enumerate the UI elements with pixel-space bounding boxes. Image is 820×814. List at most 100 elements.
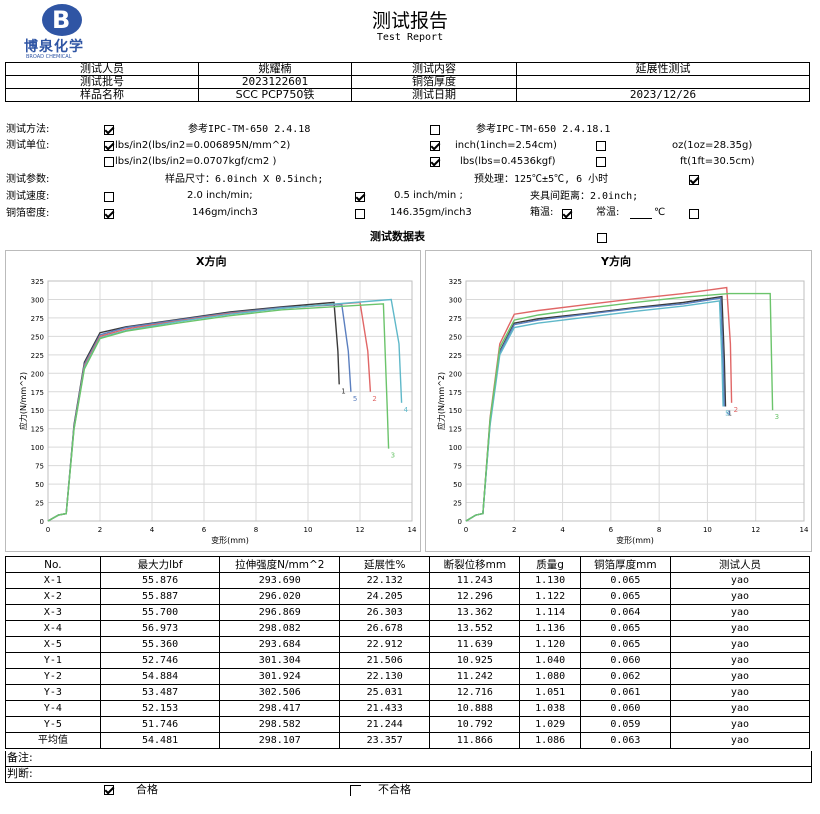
method-ref2-checkbox[interactable] [430, 125, 440, 135]
pretreat: 预处理：125℃±5℃, 6 小时 [474, 174, 609, 185]
x-tick-label: 14 [408, 526, 417, 534]
results-table: No. 最大力lbf 拉伸强度N/mm^2 延展性% 断裂位移mm 质量g 铜箔厚度mm 测试… [5, 556, 811, 749]
table-cell: 13.362 [429, 604, 521, 621]
table-cell: Y-4 [5, 700, 101, 717]
sample-value: SCC PCP750铁 [198, 88, 352, 102]
series-label: 2 [734, 406, 738, 414]
unit-lbs1-checkbox[interactable] [104, 141, 114, 151]
table-cell: 55.876 [99, 572, 221, 589]
table-cell: 1.122 [519, 588, 581, 605]
table-cell: 53.487 [99, 684, 221, 701]
table-cell: 298.417 [219, 700, 341, 717]
batch-value: 2023122601 [198, 75, 352, 89]
table-cell: 1.130 [519, 572, 581, 589]
y-tick-label: 25 [453, 500, 462, 508]
density1-checkbox[interactable] [104, 209, 114, 219]
content-value: 延展性测试 [516, 62, 810, 76]
table-cell: 55.887 [99, 588, 221, 605]
table-row: Y-1 52.746 301.304 21.506 10.925 1.040 0.060 ya… [5, 652, 811, 669]
unit-inch-checkbox[interactable] [430, 141, 440, 151]
speed1: 2.0 inch/min; [187, 190, 253, 201]
box-temp-checkbox[interactable] [562, 209, 572, 219]
method-ref1-checkbox[interactable] [104, 125, 114, 135]
table-cell: Y-5 [5, 716, 101, 733]
series-line-5 [47, 303, 352, 522]
x-tick-label: 6 [202, 526, 207, 534]
series-label: 2 [372, 395, 376, 403]
tester-label: 测试人员 [5, 62, 199, 76]
table-cell: 10.888 [429, 700, 521, 717]
table-row: X-3 55.700 296.869 26.303 13.362 1.114 0.064 ya… [5, 604, 811, 621]
chart-x-box: X方向 0 25 50 75 100 125 150 175 200 225 250 275 300 32… [5, 250, 421, 552]
table-row: 平均值 54.481 298.107 23.357 11.866 1.086 0.063 ya… [5, 732, 811, 749]
x-tick-label: 4 [150, 526, 155, 534]
judge-label: 判断: [7, 767, 33, 780]
table-cell: 298.107 [219, 732, 341, 749]
unit-lbs2-checkbox[interactable] [104, 157, 114, 167]
table-cell: X-3 [5, 604, 101, 621]
x-tick-label: 10 [304, 526, 313, 534]
series-line-2 [465, 286, 733, 522]
judge-row: 判断: [5, 766, 812, 783]
y-tick-label: 75 [453, 463, 462, 471]
table-cell: 22.132 [339, 572, 431, 589]
pass-label: 合格 [136, 783, 158, 796]
unit-label: 测试单位: [6, 140, 50, 151]
unit-lbs3-checkbox[interactable] [430, 157, 440, 167]
unit-oz-checkbox[interactable] [596, 141, 606, 151]
data-table-checkbox[interactable] [597, 233, 607, 243]
y-tick-label: 50 [35, 481, 44, 489]
y-tick-label: 275 [31, 315, 44, 323]
unit-ft: ft(1ft=30.5cm) [680, 156, 755, 167]
x-tick-label: 12 [751, 526, 760, 534]
pass-checkbox[interactable] [104, 785, 114, 795]
fail-checkbox[interactable] [350, 785, 361, 796]
table-cell: 22.912 [339, 636, 431, 653]
table-cell: yao [669, 684, 811, 701]
table-cell: 11.242 [429, 668, 521, 685]
table-cell: 55.700 [99, 604, 221, 621]
table-cell: 1.040 [519, 652, 581, 669]
table-cell: 23.357 [339, 732, 431, 749]
table-cell: Y-1 [5, 652, 101, 669]
table-row: Y-4 52.153 298.417 21.433 10.888 1.038 0.060 ya… [5, 700, 811, 717]
table-cell: 0.065 [579, 636, 671, 653]
room-temp-checkbox[interactable] [689, 209, 699, 219]
table-cell: 0.065 [579, 588, 671, 605]
table-cell: yao [669, 588, 811, 605]
box-temp-label: 箱温: [530, 207, 554, 218]
y-tick-label: 225 [31, 352, 44, 360]
table-row: Y-5 51.746 298.582 21.244 10.792 1.029 0.059 ya… [5, 716, 811, 733]
y-tick-label: 200 [31, 370, 44, 378]
table-cell: Y-3 [5, 684, 101, 701]
table-cell: yao [669, 732, 811, 749]
table-cell: yao [669, 572, 811, 589]
report-title: 测试报告 [371, 10, 448, 32]
table-cell: 11.243 [429, 572, 521, 589]
report-subtitle: Test Report [376, 32, 444, 43]
speed2-checkbox[interactable] [355, 192, 365, 202]
table-cell: Y-2 [5, 668, 101, 685]
x-axis-label: 变形(mm) [616, 535, 654, 545]
table-cell: 12.716 [429, 684, 521, 701]
speed1-checkbox[interactable] [104, 192, 114, 202]
unit-ft-checkbox[interactable] [596, 157, 606, 167]
table-cell: X-2 [5, 588, 101, 605]
table-cell: 22.130 [339, 668, 431, 685]
method-ref1: 参考IPC-TM-650 2.4.18 [188, 124, 311, 135]
table-cell: 0.062 [579, 668, 671, 685]
density2-checkbox[interactable] [355, 209, 365, 219]
table-cell: yao [669, 668, 811, 685]
table-cell: 21.433 [339, 700, 431, 717]
info-table: 测试人员 姚耀楠 测试内容 延展性测试 测试批号 2023122601 铜箔厚度… [5, 62, 810, 102]
y-tick-label: 175 [449, 389, 462, 397]
method-ref2: 参考IPC-TM-650 2.4.18.1 [476, 124, 611, 135]
plot-area [47, 280, 413, 522]
pretreat-checkbox[interactable] [689, 175, 699, 185]
table-cell: 0.065 [579, 620, 671, 637]
y-tick-label: 0 [40, 518, 44, 526]
table-cell: 1.051 [519, 684, 581, 701]
table-cell: yao [669, 700, 811, 717]
y-tick-label: 175 [31, 389, 44, 397]
table-cell: yao [669, 620, 811, 637]
